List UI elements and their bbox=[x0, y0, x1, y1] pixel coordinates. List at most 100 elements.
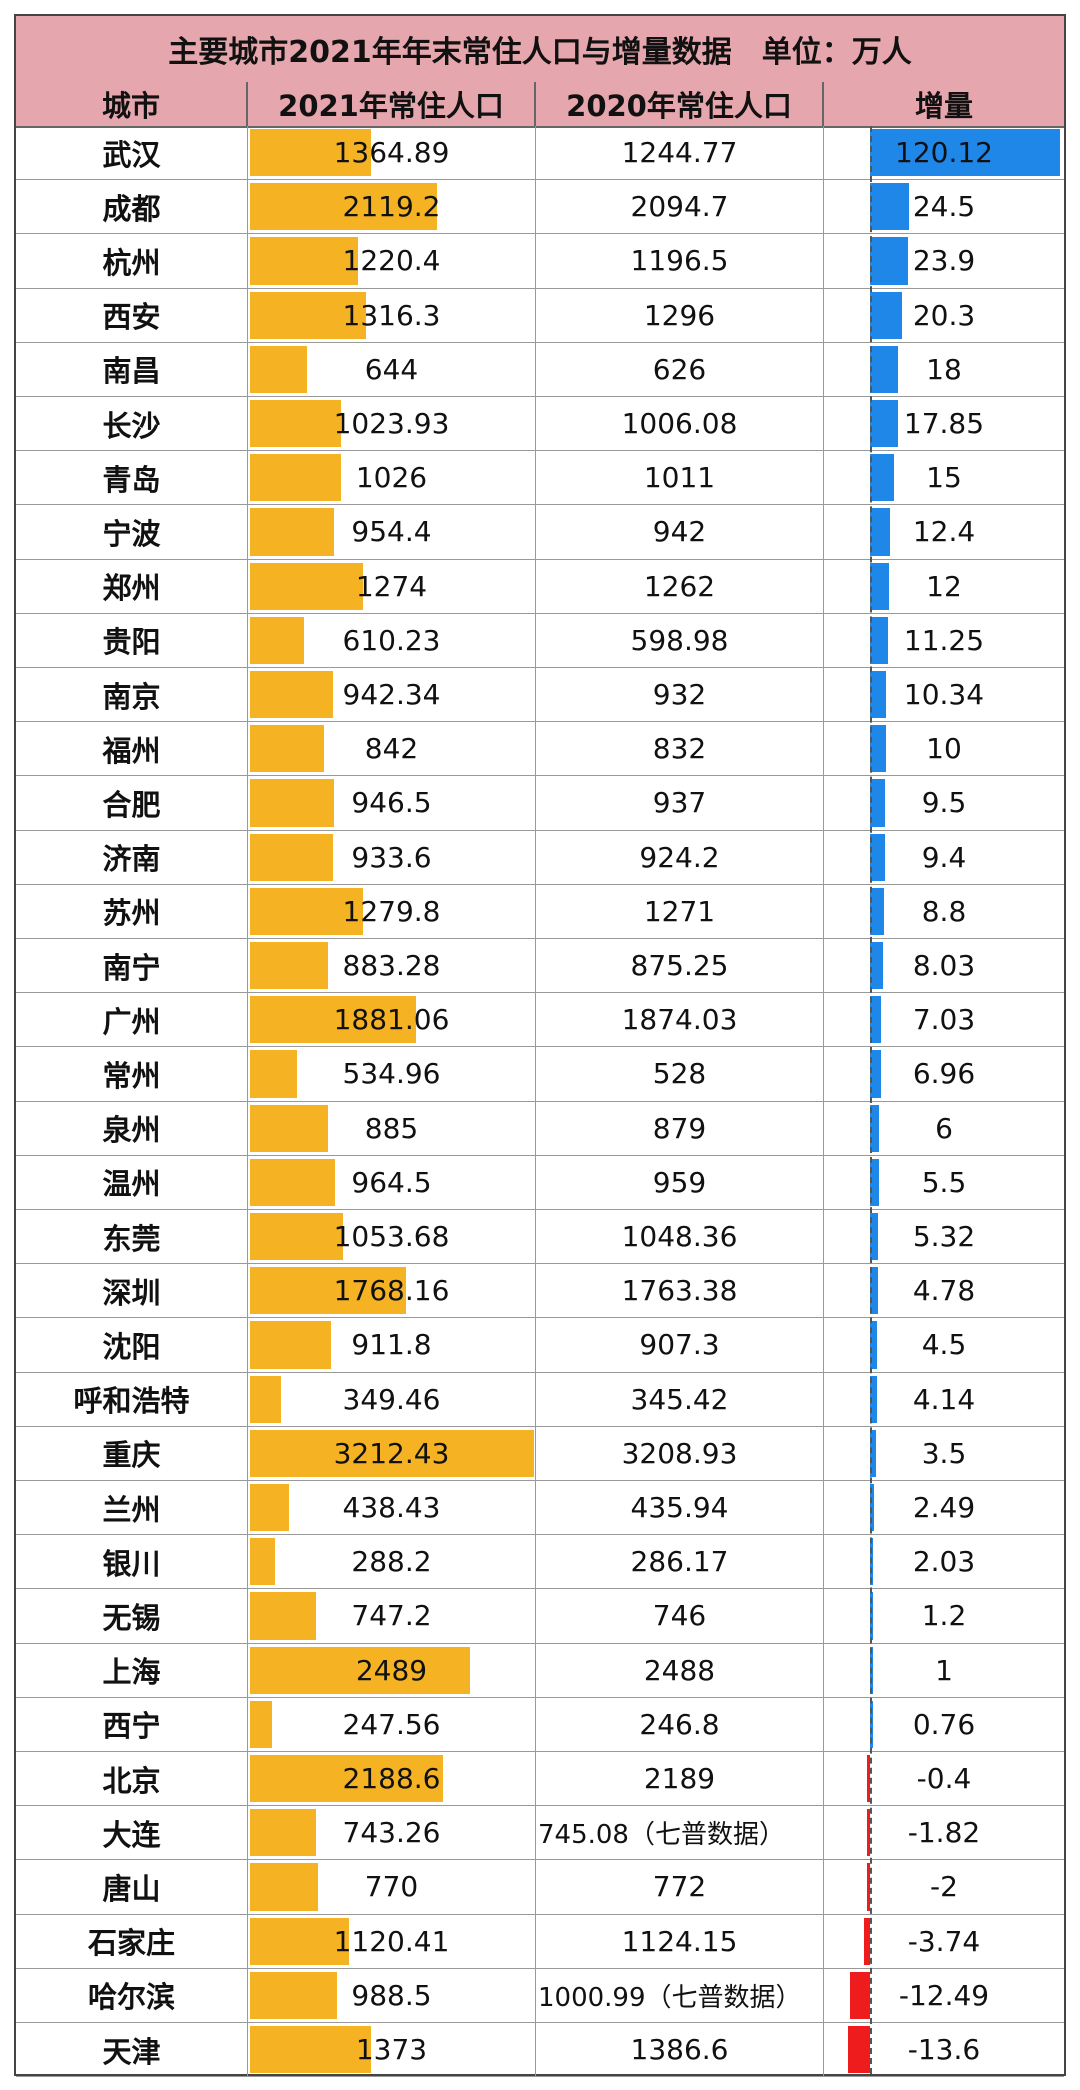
increase-bar bbox=[870, 345, 899, 393]
table-row: 温州 964.5 959 5.5 bbox=[16, 1155, 1064, 1210]
city-cell: 苏州 bbox=[16, 884, 248, 938]
pop2021-cell: 911.8 bbox=[248, 1318, 536, 1372]
increase-value: 12 bbox=[926, 569, 962, 603]
pop2021-cell: 747.2 bbox=[248, 1589, 536, 1643]
city-cell: 杭州 bbox=[16, 234, 248, 288]
increase-cell: 1 bbox=[824, 1644, 1064, 1697]
pop2020-cell: 907.3 bbox=[536, 1318, 824, 1372]
pop2021-cell: 1373 bbox=[248, 2023, 536, 2077]
city-cell: 福州 bbox=[16, 722, 248, 776]
increase-cell: 10 bbox=[824, 722, 1064, 775]
pop2021-bar bbox=[250, 1104, 329, 1152]
pop2021-cell: 1881.06 bbox=[248, 993, 536, 1047]
table-row: 石家庄 1120.41 1124.15 -3.74 bbox=[16, 1914, 1064, 1969]
increase-cell: 12 bbox=[824, 560, 1064, 613]
pop2020-cell: 1386.6 bbox=[536, 2023, 824, 2077]
increase-cell: 4.14 bbox=[824, 1373, 1064, 1426]
pop2021-value: 1023.93 bbox=[333, 407, 450, 441]
table-row: 天津 1373 1386.6 -13.6 bbox=[16, 2023, 1064, 2078]
pop2021-cell: 610.23 bbox=[248, 613, 536, 667]
pop2021-bar bbox=[250, 1050, 298, 1098]
increase-value: 2.49 bbox=[912, 1491, 976, 1525]
pop2021-cell: 1023.93 bbox=[248, 397, 536, 451]
pop2021-cell: 1220.4 bbox=[248, 234, 536, 288]
pop2020-cell: 2094.7 bbox=[536, 180, 824, 234]
increase-bar bbox=[870, 1375, 877, 1423]
pop2021-bar bbox=[250, 237, 358, 285]
pop2020-cell: 626 bbox=[536, 342, 824, 396]
city-cell: 西宁 bbox=[16, 1697, 248, 1751]
pop2021-bar bbox=[250, 1863, 319, 1911]
pop2021-value: 942.34 bbox=[342, 678, 441, 712]
pop2021-bar bbox=[250, 400, 341, 448]
pop2020-cell: 1262 bbox=[536, 559, 824, 613]
increase-value: -0.4 bbox=[916, 1762, 972, 1796]
increase-cell: -3.74 bbox=[824, 1915, 1064, 1968]
pop2021-cell: 946.5 bbox=[248, 776, 536, 830]
increase-cell: 5.32 bbox=[824, 1210, 1064, 1263]
table-row: 杭州 1220.4 1196.5 23.9 bbox=[16, 234, 1064, 289]
city-cell: 无锡 bbox=[16, 1589, 248, 1643]
pop2021-value: 885 bbox=[364, 1111, 419, 1145]
increase-cell: 23.9 bbox=[824, 234, 1064, 287]
increase-value: 12.4 bbox=[912, 515, 976, 549]
pop2021-bar bbox=[250, 1267, 407, 1315]
city-cell: 济南 bbox=[16, 830, 248, 884]
city-cell: 贵阳 bbox=[16, 613, 248, 667]
pop2021-cell: 438.43 bbox=[248, 1481, 536, 1535]
increase-value: 10.34 bbox=[903, 678, 985, 712]
increase-value: 7.03 bbox=[912, 1003, 976, 1037]
pop2021-value: 1053.68 bbox=[333, 1220, 450, 1254]
increase-value: 6.96 bbox=[912, 1057, 976, 1091]
table-row: 贵阳 610.23 598.98 11.25 bbox=[16, 613, 1064, 668]
increase-value: 9.5 bbox=[921, 786, 967, 820]
increase-bar bbox=[870, 942, 883, 990]
increase-bar bbox=[870, 129, 1060, 177]
increase-value: -2 bbox=[930, 1870, 958, 1904]
pop2021-value: 1768.16 bbox=[333, 1274, 450, 1308]
pop2021-value: 1026 bbox=[355, 461, 428, 495]
pop2021-cell: 349.46 bbox=[248, 1372, 536, 1426]
table-row: 深圳 1768.16 1763.38 4.78 bbox=[16, 1264, 1064, 1319]
table-row: 呼和浩特 349.46 345.42 4.14 bbox=[16, 1372, 1064, 1427]
pop2021-bar bbox=[250, 1321, 331, 1369]
pop2021-value: 2119.2 bbox=[342, 190, 441, 224]
pop2021-value: 349.46 bbox=[342, 1382, 441, 1416]
increase-cell: 15 bbox=[824, 451, 1064, 504]
increase-cell: 6 bbox=[824, 1102, 1064, 1155]
increase-cell: 18 bbox=[824, 343, 1064, 396]
table-row: 常州 534.96 528 6.96 bbox=[16, 1047, 1064, 1102]
pop2021-bar bbox=[250, 183, 438, 231]
city-cell: 呼和浩特 bbox=[16, 1372, 248, 1426]
table-row: 广州 1881.06 1874.03 7.03 bbox=[16, 993, 1064, 1048]
table-row: 大连 743.26 745.08（七普数据） -1.82 bbox=[16, 1806, 1064, 1861]
pop2021-bar bbox=[250, 1484, 289, 1532]
increase-bar bbox=[870, 237, 908, 285]
pop2021-value: 743.26 bbox=[342, 1816, 441, 1850]
header-row: 城市 2021年常住人口 2020年常住人口 增量 bbox=[16, 82, 1064, 128]
increase-bar bbox=[870, 833, 885, 881]
increase-cell: 9.4 bbox=[824, 831, 1064, 884]
city-cell: 西安 bbox=[16, 288, 248, 342]
pop2020-cell: 1296 bbox=[536, 288, 824, 342]
pop2021-cell: 770 bbox=[248, 1860, 536, 1914]
pop2020-cell: 2189 bbox=[536, 1752, 824, 1806]
table-row: 苏州 1279.8 1271 8.8 bbox=[16, 884, 1064, 939]
city-cell: 石家庄 bbox=[16, 1914, 248, 1968]
table-row: 南昌 644 626 18 bbox=[16, 342, 1064, 397]
increase-value: 1 bbox=[935, 1653, 953, 1687]
pop2020-cell: 1000.99（七普数据） bbox=[536, 1968, 824, 2022]
increase-value: 1.2 bbox=[921, 1599, 967, 1633]
table-row: 东莞 1053.68 1048.36 5.32 bbox=[16, 1210, 1064, 1265]
increase-cell: -2 bbox=[824, 1860, 1064, 1913]
table-row: 哈尔滨 988.5 1000.99（七普数据） -12.49 bbox=[16, 1968, 1064, 2023]
pop2021-bar bbox=[250, 454, 341, 502]
pop2021-bar bbox=[250, 562, 363, 610]
city-cell: 常州 bbox=[16, 1047, 248, 1101]
increase-bar bbox=[870, 291, 903, 339]
pop2020-cell: 875.25 bbox=[536, 939, 824, 993]
pop2021-value: 883.28 bbox=[342, 949, 441, 983]
increase-cell: 24.5 bbox=[824, 180, 1064, 233]
pop2020-cell: 1763.38 bbox=[536, 1264, 824, 1318]
increase-value: 8.03 bbox=[912, 949, 976, 983]
